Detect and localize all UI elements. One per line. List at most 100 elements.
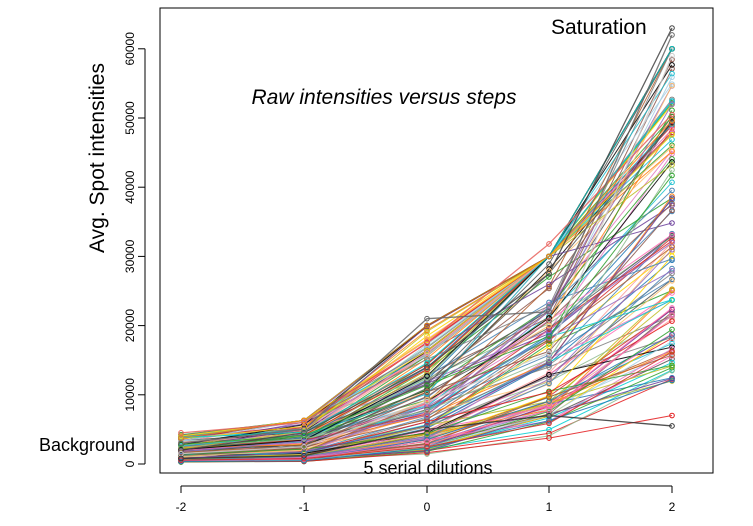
data-point (424, 315, 430, 322)
data-point (669, 334, 675, 341)
data-point (546, 371, 552, 378)
chart-subtitle: Raw intensities versus steps (252, 86, 517, 109)
data-point (546, 343, 552, 350)
data-point (669, 25, 675, 31)
data-point (669, 52, 675, 59)
data-point (424, 438, 430, 445)
data-point (669, 120, 675, 126)
data-point (546, 350, 552, 357)
data-point (424, 389, 430, 395)
data-point (669, 268, 675, 274)
data-point (301, 430, 307, 436)
data-point (178, 447, 184, 453)
y-tick-label: 0 (123, 460, 137, 467)
data-point (669, 179, 675, 186)
data-point (424, 364, 430, 370)
data-point (546, 322, 552, 329)
data-point (546, 374, 552, 380)
data-point (669, 305, 675, 311)
data-point (669, 193, 675, 200)
data-point (546, 253, 552, 260)
points-group (178, 25, 675, 465)
data-point (546, 261, 552, 267)
data-point (669, 287, 675, 293)
data-point (669, 412, 675, 419)
data-point (301, 432, 307, 439)
data-point (424, 442, 430, 448)
data-point (669, 352, 675, 358)
data-point (424, 322, 430, 329)
data-point (424, 398, 430, 405)
data-point (669, 142, 675, 149)
data-point (546, 401, 552, 407)
x-axis: -2 -1 0 1 2 (176, 485, 676, 514)
data-point (424, 436, 430, 443)
y-tick-label: 60000 (123, 32, 137, 66)
data-point (669, 187, 675, 194)
data-point (669, 144, 675, 150)
data-point (424, 385, 430, 392)
data-point (669, 290, 675, 296)
data-point (424, 422, 430, 429)
data-point (301, 443, 307, 450)
data-point (669, 253, 675, 260)
data-point (669, 195, 675, 201)
data-point (546, 435, 552, 441)
data-point (669, 362, 675, 369)
data-point (669, 46, 675, 52)
data-point (424, 348, 430, 354)
data-point (424, 350, 430, 356)
data-point (424, 378, 430, 385)
data-point (301, 426, 307, 433)
data-point (669, 220, 675, 226)
data-point (546, 281, 552, 288)
data-point (546, 356, 552, 362)
data-point (669, 276, 675, 282)
y-tick-label: 50000 (123, 101, 137, 135)
data-point (669, 62, 675, 68)
data-point (301, 419, 307, 426)
data-point (669, 231, 675, 238)
data-point (669, 74, 675, 80)
x-tick-label: 0 (424, 500, 431, 514)
data-point (178, 440, 184, 447)
data-point (669, 423, 675, 429)
data-point (669, 167, 675, 173)
data-point (424, 373, 430, 379)
data-point (424, 412, 430, 419)
data-point (669, 98, 675, 104)
data-point (424, 391, 430, 397)
data-point (669, 131, 675, 138)
data-point (546, 359, 552, 366)
data-point (546, 283, 552, 290)
data-point (424, 443, 430, 450)
x-tick-label: 2 (669, 500, 676, 514)
data-point (301, 438, 307, 444)
data-point (301, 455, 307, 462)
data-point (546, 333, 552, 340)
data-point (669, 172, 675, 179)
data-point (546, 394, 552, 400)
x-tick-label: 1 (546, 500, 553, 514)
data-point (669, 126, 675, 133)
series-line (180, 164, 673, 449)
plot-frame (159, 7, 714, 474)
data-point (669, 312, 675, 318)
data-point (546, 270, 552, 277)
data-point (301, 458, 307, 464)
data-point (301, 417, 307, 424)
data-point (424, 328, 430, 335)
data-point (669, 238, 675, 244)
data-point (546, 426, 552, 433)
data-point (669, 239, 675, 246)
data-point (669, 207, 675, 214)
data-point (669, 278, 675, 284)
data-point (669, 156, 675, 162)
data-point (424, 356, 430, 363)
data-point (669, 56, 675, 63)
data-point (669, 70, 675, 77)
data-point (546, 274, 552, 280)
data-point (546, 308, 552, 315)
data-point (546, 412, 552, 419)
data-point (546, 380, 552, 387)
